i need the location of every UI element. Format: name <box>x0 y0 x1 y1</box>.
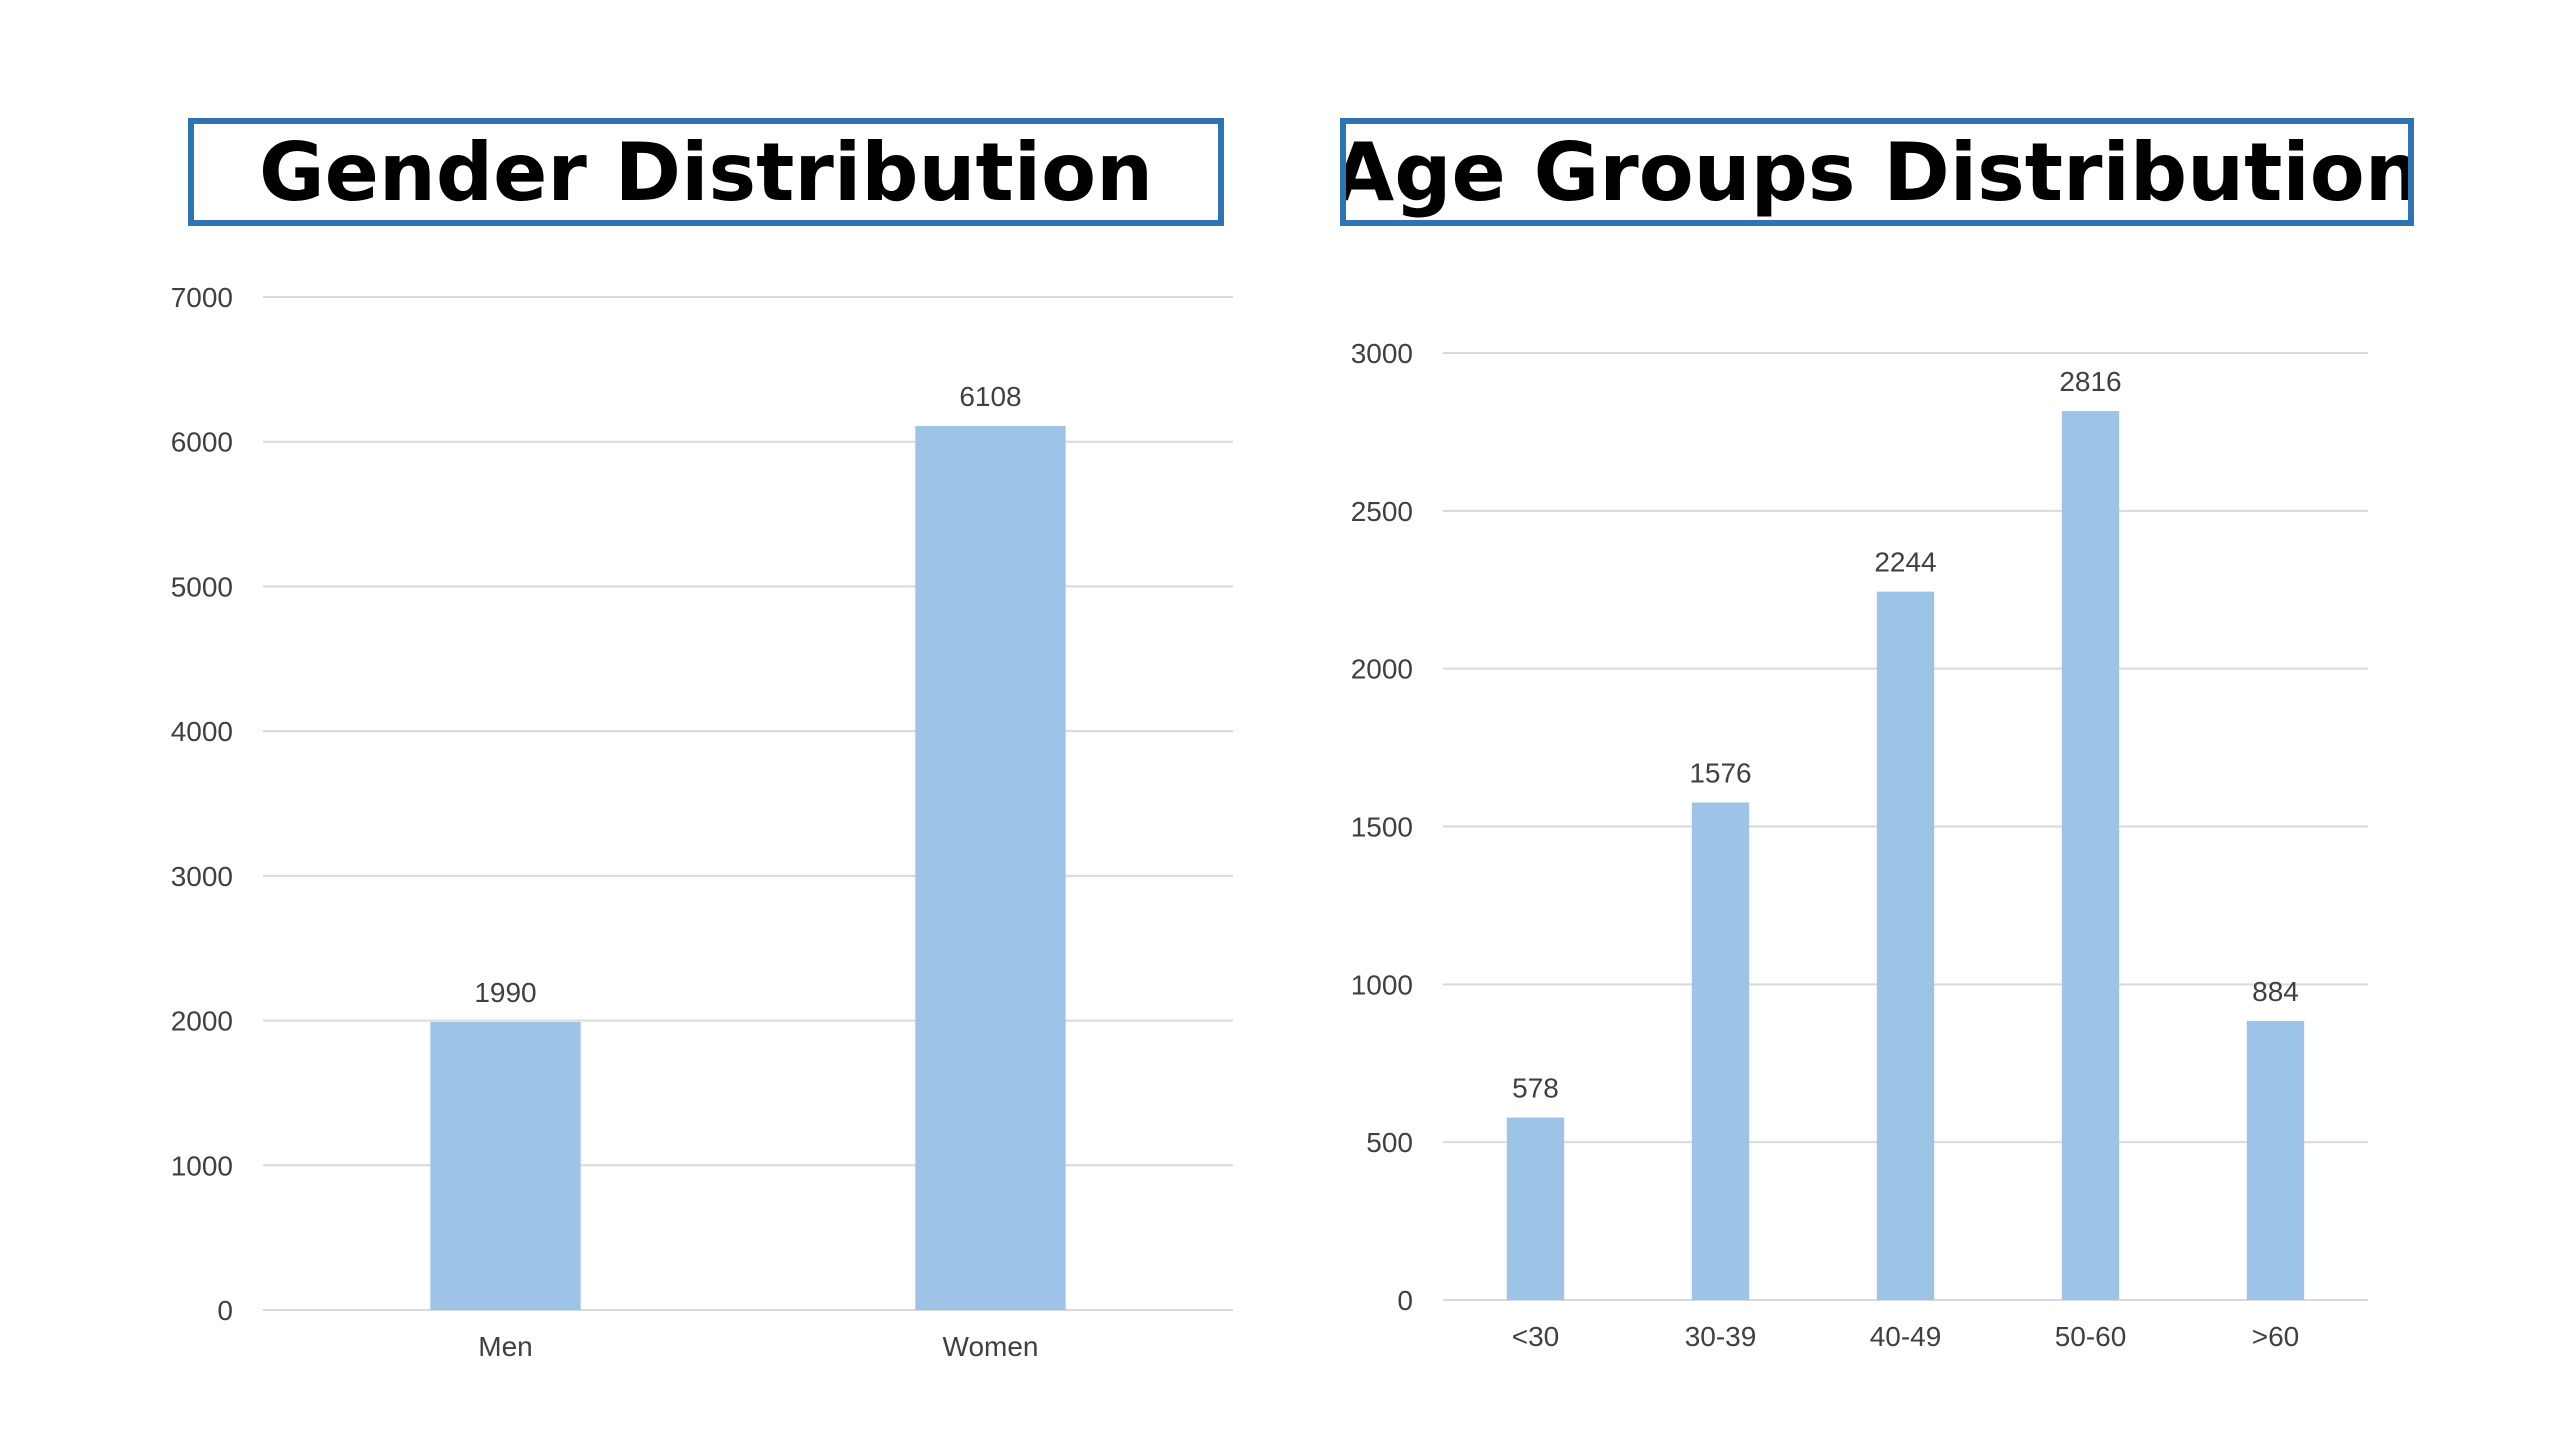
gender-bar <box>430 1022 581 1310</box>
age-category-label: >60 <box>2252 1321 2300 1352</box>
age-data-label: 2816 <box>2059 366 2121 397</box>
gender-y-tick-label: 2000 <box>171 1006 233 1037</box>
age-y-tick-label: 2500 <box>1351 496 1413 527</box>
gender-category-label: Women <box>943 1331 1039 1362</box>
age-category-label: 30-39 <box>1685 1321 1757 1352</box>
gender-y-tick-label: 6000 <box>171 427 233 458</box>
age-y-tick-label: 1500 <box>1351 812 1413 843</box>
age-bar <box>1876 591 1935 1300</box>
age-data-label: 2244 <box>1874 547 1936 578</box>
age-bar <box>1506 1117 1565 1300</box>
gender-y-tick-label: 5000 <box>171 571 233 602</box>
age-category-label: <30 <box>1512 1321 1560 1352</box>
age-data-label: 1576 <box>1689 758 1751 789</box>
gender-y-tick-label: 3000 <box>171 861 233 892</box>
gender-data-label: 6108 <box>959 381 1021 412</box>
age-y-tick-label: 500 <box>1366 1127 1413 1158</box>
age-y-tick-label: 2000 <box>1351 654 1413 685</box>
gender-y-tick-label: 0 <box>217 1295 233 1326</box>
age-y-tick-label: 0 <box>1397 1285 1413 1316</box>
gender-y-tick-label: 7000 <box>171 282 233 313</box>
age-data-label: 578 <box>1512 1073 1559 1104</box>
gender-chart-title: Gender Distribution <box>188 118 1224 226</box>
gender-category-label: Men <box>478 1331 532 1362</box>
gender-bar-chart: 0 1000 2000 3000 4000 5000 6000 7000 1990 Men 6108… <box>171 282 1233 1362</box>
age-y-tick-label: 3000 <box>1351 338 1413 369</box>
gender-bar <box>915 426 1066 1310</box>
age-bar-chart: 0 500 1000 1500 2000 2500 3000 578 <30 1576 30-39 2… <box>1351 338 2368 1352</box>
gender-data-label: 1990 <box>474 977 536 1008</box>
age-data-label: 884 <box>2252 976 2299 1007</box>
age-category-label: 50-60 <box>2055 1321 2127 1352</box>
gender-y-tick-label: 1000 <box>171 1150 233 1181</box>
age-category-label: 40-49 <box>1870 1321 1942 1352</box>
age-y-tick-label: 1000 <box>1351 969 1413 1000</box>
age-chart-title: Age Groups Distribution <box>1340 118 2414 226</box>
age-bar <box>1691 802 1750 1300</box>
age-bar <box>2246 1020 2305 1300</box>
gender-y-tick-label: 4000 <box>171 716 233 747</box>
age-bar <box>2061 411 2120 1301</box>
